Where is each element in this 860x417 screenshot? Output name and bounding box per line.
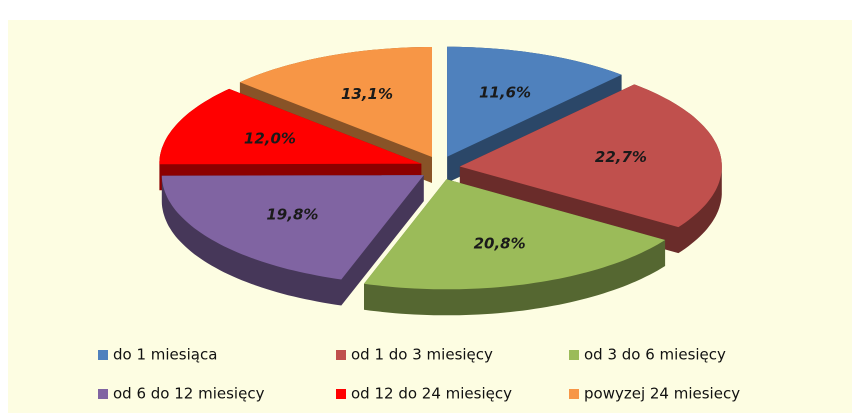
data-label: 22,7% bbox=[595, 148, 647, 166]
legend-label: od 3 do 6 miesięcy bbox=[584, 346, 726, 364]
legend-swatch bbox=[98, 350, 108, 360]
legend-swatch bbox=[569, 350, 579, 360]
slice bbox=[447, 46, 622, 157]
legend-swatch bbox=[336, 389, 346, 399]
slice bbox=[459, 84, 722, 228]
slice bbox=[239, 47, 432, 157]
data-label: 11,6% bbox=[479, 84, 531, 102]
legend-label: od 12 do 24 miesięcy bbox=[351, 385, 512, 403]
data-label: 20,8% bbox=[474, 234, 526, 252]
legend-label: od 6 do 12 miesięcy bbox=[113, 385, 265, 403]
slice bbox=[159, 88, 422, 165]
legend-label: od 1 do 3 miesięcy bbox=[351, 346, 493, 364]
slice bbox=[364, 179, 666, 290]
slice bbox=[161, 175, 424, 280]
data-label: 19,8% bbox=[266, 206, 318, 224]
legend-label: do 1 miesiąca bbox=[113, 346, 217, 364]
legend-label: powyzej 24 miesiecy bbox=[584, 385, 740, 403]
legend-swatch bbox=[98, 389, 108, 399]
legend-swatch bbox=[336, 350, 346, 360]
data-label: 12,0% bbox=[244, 129, 296, 147]
legend-swatch bbox=[569, 389, 579, 399]
data-label: 13,1% bbox=[341, 85, 393, 103]
